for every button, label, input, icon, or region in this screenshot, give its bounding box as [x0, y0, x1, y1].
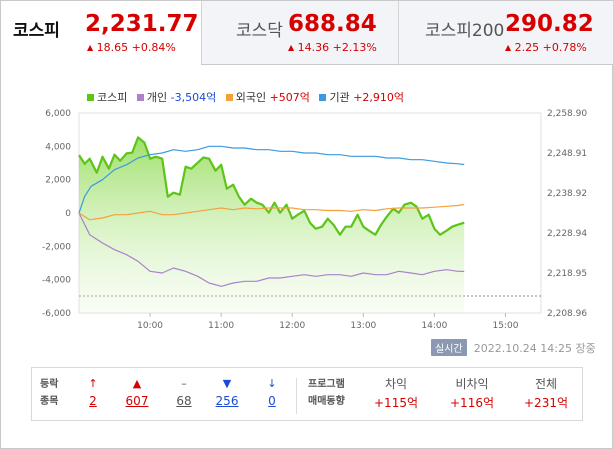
x-tick-label: 15:00: [492, 321, 518, 331]
tab-change: ▲ 2.25 +0.78%: [505, 41, 587, 54]
tab-name: 코스피: [13, 21, 60, 41]
tab-kospi200[interactable]: 코스피200 290.82 ▲ 2.25 +0.78%: [398, 1, 613, 65]
left-tick-label: 0: [65, 209, 71, 219]
upper-limit-count[interactable]: 2: [89, 394, 97, 408]
timestamp: 2022.10.24 14:25 장중: [473, 342, 596, 355]
legend-swatch: [136, 94, 144, 101]
legend-item-kospi[interactable]: 코스피: [87, 89, 127, 105]
chart-legend: 코스피 개인 -3,504억 외국인 +507억 기관 +2,910억: [87, 89, 410, 105]
tab-name: 코스피200: [425, 21, 505, 41]
legend-item-foreign[interactable]: 외국인 +507억: [225, 89, 310, 105]
flat-stat: – 68: [170, 374, 198, 408]
fall-count[interactable]: 256: [215, 394, 239, 408]
up-triangle-icon: ▲: [288, 43, 295, 52]
lower-limit-icon: ↓: [267, 377, 277, 390]
updown-label: 등락 종목: [40, 379, 59, 407]
up-triangle-icon: ▲: [87, 43, 94, 52]
rise-count[interactable]: 607: [125, 394, 149, 408]
series-line: [78, 203, 465, 221]
right-tick-label: 2,208.96: [547, 309, 587, 319]
x-tick-label: 13:00: [350, 321, 376, 331]
flat-icon: –: [181, 377, 187, 390]
stats-divider: [296, 378, 297, 414]
lower-limit-stat: ↓ 0: [260, 374, 284, 408]
right-tick-label: 2,218.95: [547, 269, 587, 279]
tab-kospi[interactable]: 코스피 2,231.77 ▲ 18.65 +0.84%: [1, 1, 201, 65]
rise-icon: ▲: [132, 377, 142, 390]
tab-change: ▲ 18.65 +0.84%: [87, 41, 176, 54]
left-tick-label: 6,000: [45, 109, 71, 119]
series-line: [78, 145, 465, 214]
left-tick-label: -6,000: [42, 309, 71, 319]
up-triangle-icon: ▲: [505, 43, 512, 52]
upper-limit-stat: ↑ 2: [80, 374, 106, 408]
right-tick-label: 2,238.92: [547, 189, 587, 199]
upper-limit-icon: ↑: [88, 377, 98, 390]
x-tick-label: 12:00: [279, 321, 305, 331]
right-tick-label: 2,258.90: [547, 109, 587, 119]
index-tabs: 코스피 2,231.77 ▲ 18.65 +0.84% 코스닥 688.84 ▲…: [1, 1, 613, 65]
x-tick-label: 14:00: [421, 321, 447, 331]
x-tick-label: 10:00: [137, 321, 163, 331]
realtime-info: 실시간 2022.10.24 14:25 장중: [431, 339, 596, 356]
rise-stat: ▲ 607: [122, 374, 152, 408]
series-area-kospi: [79, 137, 465, 313]
tab-name: 코스닥: [236, 21, 283, 41]
series-line: [78, 212, 465, 287]
tab-value: 290.82: [505, 11, 594, 37]
legend-swatch: [225, 94, 233, 101]
right-tick-label: 2,228.94: [547, 229, 587, 239]
legend-item-institution[interactable]: 기관 +2,910억: [319, 89, 404, 105]
arbitrage-stat: 차익 +115억: [374, 377, 418, 410]
index-chart: 6,000 4,000 2,000 0 -2,000 -4,000 -6,000 2,258.…: [42, 109, 587, 331]
tab-value: 2,231.77: [85, 11, 199, 37]
legend-item-individual[interactable]: 개인 -3,504억: [136, 89, 216, 105]
left-tick-label: 4,000: [45, 142, 71, 152]
non-arbitrage-stat: 비차익 +116억: [450, 377, 494, 410]
flat-count[interactable]: 68: [176, 394, 192, 408]
right-tick-label: 2,248.91: [547, 149, 587, 159]
fall-icon: ▼: [222, 377, 232, 390]
legend-swatch: [87, 94, 94, 101]
program-total-stat: 전체 +231억: [524, 377, 568, 410]
tab-value: 688.84: [288, 11, 377, 37]
program-label: 프로그램 매매동향: [308, 379, 345, 407]
lower-limit-count[interactable]: 0: [268, 394, 276, 408]
tab-change: ▲ 14.36 +2.13%: [288, 41, 377, 54]
legend-swatch: [319, 94, 327, 101]
tab-kosdaq[interactable]: 코스닥 688.84 ▲ 14.36 +2.13%: [201, 1, 398, 65]
market-stats: 등락 종목 ↑ 2 ▲ 607 – 68 ▼ 256 ↓ 0 프로그램 매매동향 차…: [31, 367, 583, 421]
fall-stat: ▼ 256: [212, 374, 242, 408]
left-tick-label: -2,000: [42, 242, 71, 252]
left-tick-label: 2,000: [45, 176, 71, 186]
x-tick-label: 11:00: [208, 321, 234, 331]
left-tick-label: -4,000: [42, 276, 71, 286]
realtime-button[interactable]: 실시간: [431, 339, 467, 356]
